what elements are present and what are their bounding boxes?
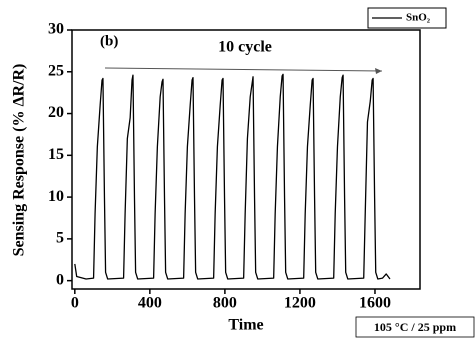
y-axis-label: Sensing Response (% ΔR/R) [11, 64, 28, 257]
x-axis-label: Time [228, 317, 263, 334]
x-tick-label: 1600 [359, 295, 391, 312]
annotation: 10 cycle [218, 39, 272, 56]
arrow-head [375, 68, 382, 74]
legend-box [367, 7, 447, 29]
condition-label: 105 °C / 25 ppm [374, 320, 456, 334]
x-tick-label: 400 [138, 295, 162, 312]
legend-label: SnO₂ [406, 12, 431, 24]
y-tick-label: 30 [48, 21, 64, 38]
data-line [74, 73, 391, 280]
plot-frame [71, 29, 421, 290]
x-tick-label: 0 [71, 295, 79, 312]
x-tick-label: 800 [213, 295, 237, 312]
y-tick-label: 5 [56, 230, 64, 247]
y-tick-label: 0 [56, 271, 64, 288]
chart-title: (b) [100, 33, 118, 49]
annotation-arrow [104, 67, 383, 72]
y-tick-label: 25 [48, 62, 64, 79]
x-tick-label: 1200 [284, 295, 316, 312]
y-tick-label: 20 [48, 104, 64, 121]
condition-box [355, 316, 475, 338]
y-tick-label: 15 [48, 146, 64, 163]
y-tick-label: 10 [48, 188, 64, 205]
